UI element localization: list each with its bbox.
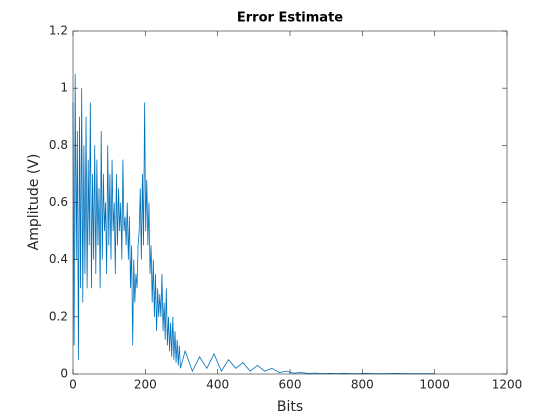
y-tick-label: 1 [60, 81, 68, 95]
x-tick-label: 400 [206, 378, 229, 392]
x-tick-label: 1000 [419, 378, 450, 392]
chart-title: Error Estimate [237, 11, 343, 26]
y-tick-label: 0.4 [49, 252, 68, 266]
x-tick-label: 600 [279, 378, 302, 392]
x-tick-label: 800 [351, 378, 374, 392]
data-line [72, 73, 435, 375]
y-axis-label: Amplitude (V) [26, 154, 42, 251]
x-tick-label: 200 [134, 378, 157, 392]
x-tick-label: 1200 [492, 378, 523, 392]
y-tick-label: 0 [60, 367, 68, 381]
y-tick-label: 0.8 [49, 138, 68, 152]
x-axis-label: Bits [277, 399, 303, 415]
y-tick-label: 0.2 [49, 309, 68, 323]
x-tick-label: 0 [69, 378, 77, 392]
y-tick-label: 0.6 [49, 195, 68, 209]
y-tick-label: 1.2 [49, 24, 68, 38]
